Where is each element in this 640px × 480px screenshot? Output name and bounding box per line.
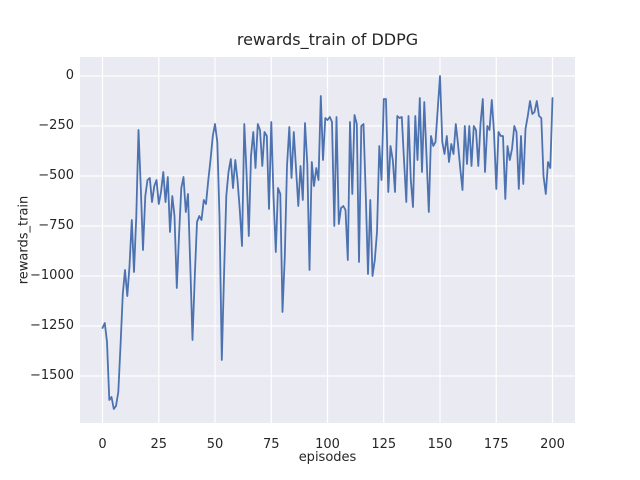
y-tick-label: −1250: [30, 318, 74, 333]
y-tick-label: −1500: [30, 368, 74, 383]
x-axis-label: episodes: [298, 450, 357, 465]
reward-line: [101, 75, 554, 410]
y-tick-label: −1000: [30, 268, 74, 283]
x-tick-label: 25: [150, 437, 168, 452]
x-tick-label: 200: [540, 437, 565, 452]
x-tick-label: 50: [206, 437, 224, 452]
x-tick-label: 125: [371, 437, 397, 452]
y-tick-label: −750: [38, 218, 74, 233]
x-tick-label: 150: [427, 437, 453, 452]
y-tick-label: −250: [38, 118, 74, 133]
y-tick-label: 0: [65, 68, 74, 83]
x-tick-label: 175: [483, 437, 509, 452]
x-tick-label: 100: [315, 437, 340, 452]
y-tick-label: −500: [38, 168, 74, 183]
x-tick-label: 75: [262, 437, 280, 452]
x-tick-label: 0: [98, 437, 107, 452]
chart-title: rewards_train of DDPG: [236, 30, 419, 49]
